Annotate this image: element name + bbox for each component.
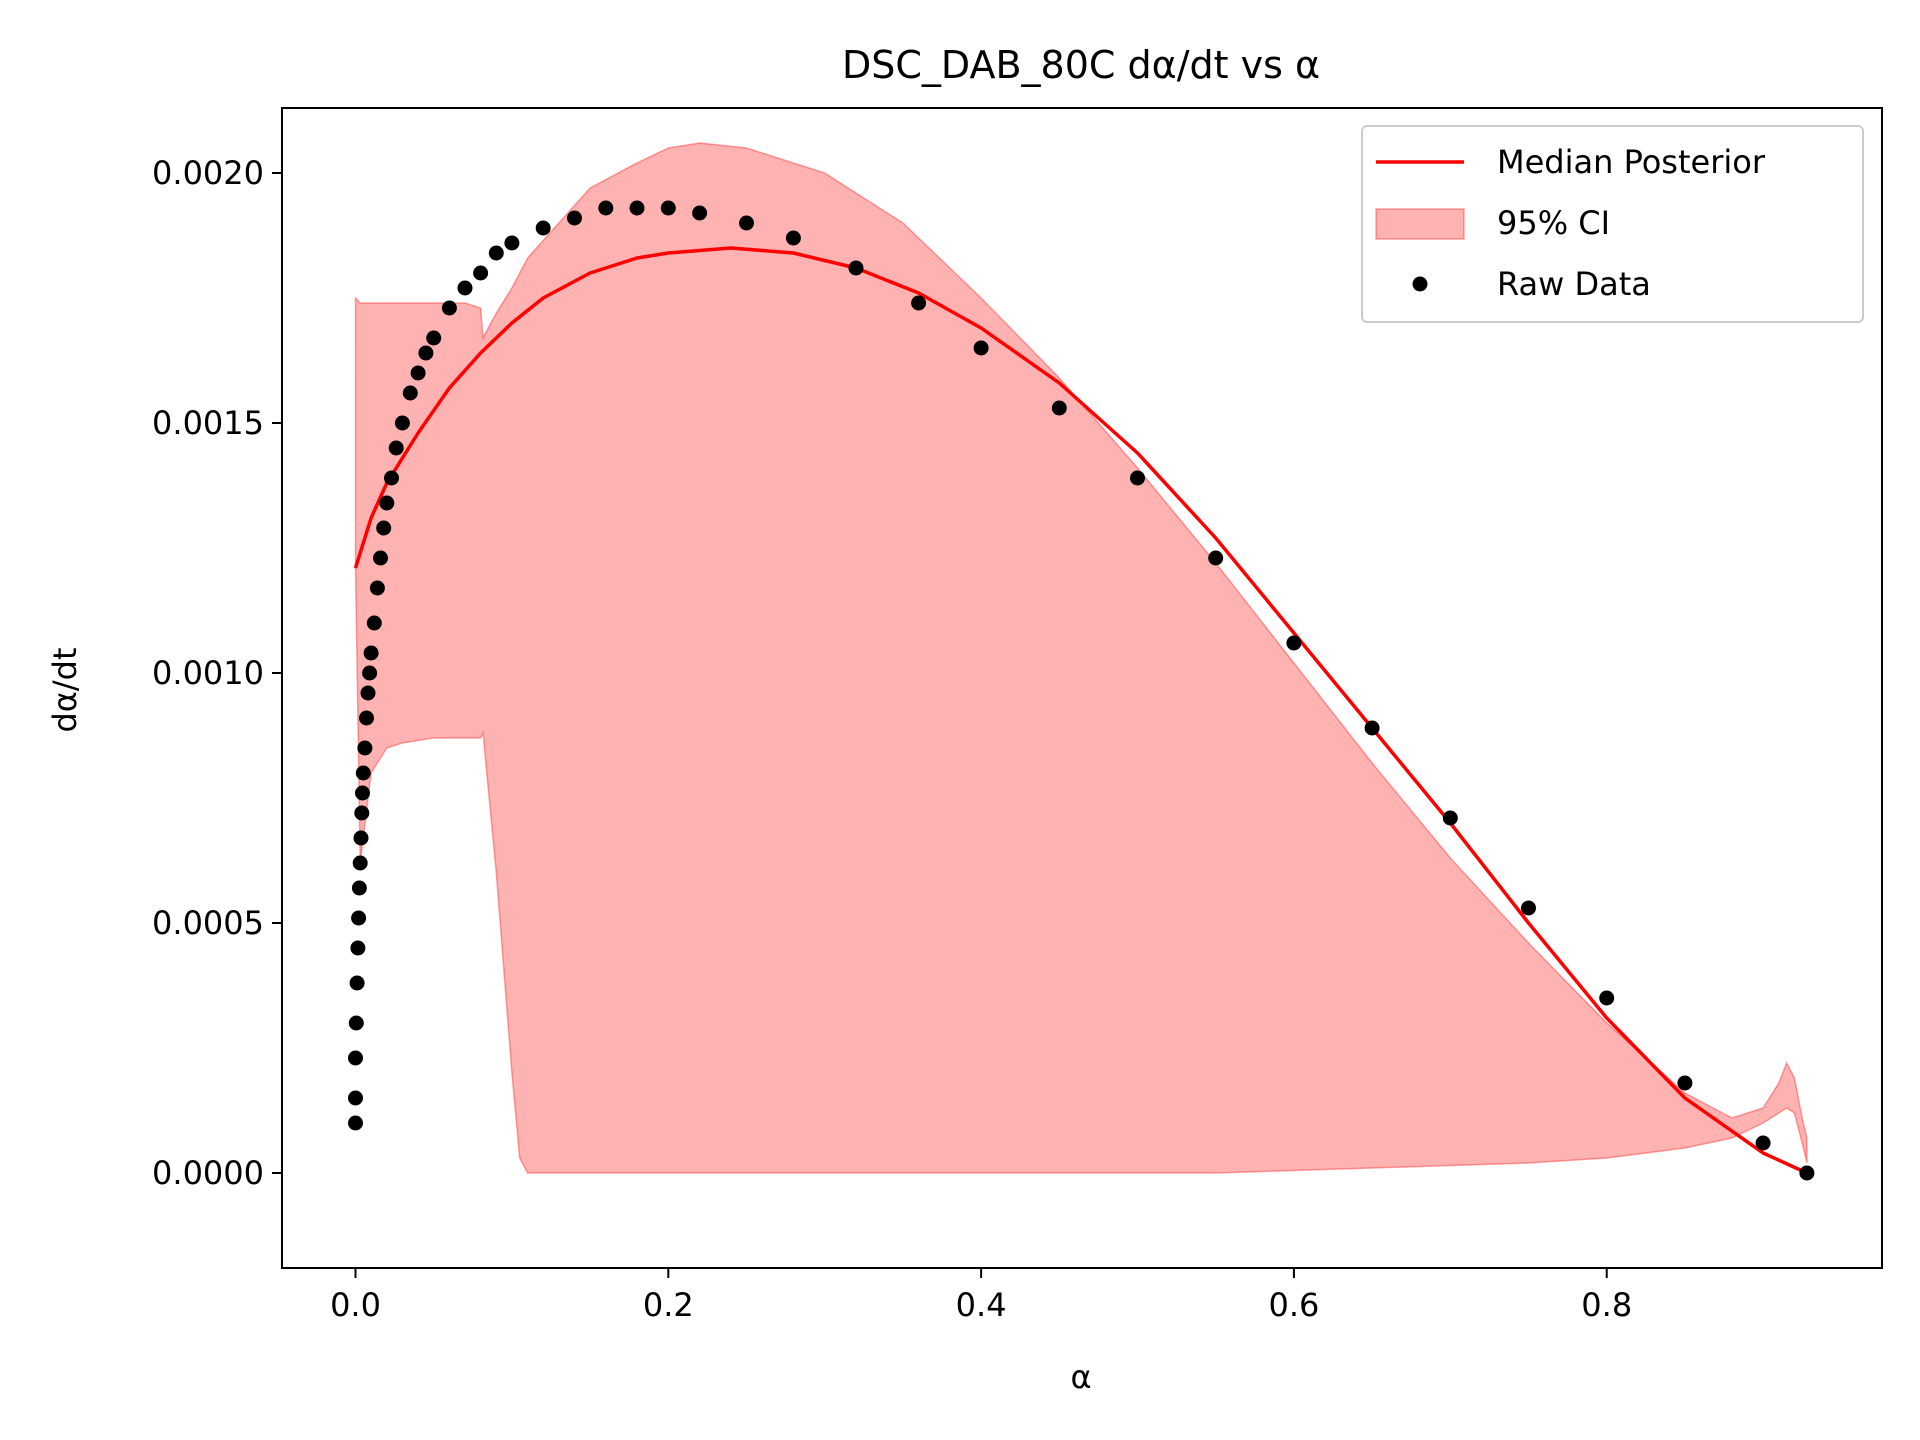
raw-data-point <box>388 440 404 456</box>
x-tick-label: 0.0 <box>330 1286 381 1324</box>
raw-data-point <box>785 230 801 246</box>
legend-entry: Median Posterior <box>1376 143 1766 181</box>
legend-label: Median Posterior <box>1497 143 1766 181</box>
raw-data-point <box>355 765 371 781</box>
raw-data-point <box>350 940 366 956</box>
raw-data-point <box>457 280 473 296</box>
raw-data-point <box>359 710 374 726</box>
y-tick-label: 0.0015 <box>152 404 264 442</box>
y-tick-label: 0.0010 <box>152 654 264 692</box>
raw-data-point <box>660 200 676 216</box>
raw-data-point <box>418 345 434 361</box>
raw-data-point <box>739 215 754 231</box>
x-tick-label: 0.6 <box>1268 1286 1319 1324</box>
plot-area <box>348 142 1815 1181</box>
raw-data-point <box>973 340 989 356</box>
raw-data-point <box>1599 990 1615 1006</box>
y-tick-label: 0.0000 <box>152 1154 264 1192</box>
chart-title: DSC_DAB_80C dα/dt vs α <box>842 43 1320 87</box>
raw-data-point <box>366 615 382 631</box>
raw-data-point <box>1130 470 1145 486</box>
plot-frame <box>281 107 1883 1269</box>
x-tick-label: 0.4 <box>956 1286 1007 1324</box>
raw-data-point <box>567 210 582 226</box>
x-axis-label: α <box>1070 1358 1091 1396</box>
legend-entry: 95% CI <box>1375 204 1610 242</box>
raw-data-point <box>394 415 410 431</box>
legend: Median Posterior 95% CI Raw Data <box>1361 125 1864 323</box>
raw-data-point <box>402 385 418 401</box>
raw-data-point <box>1208 550 1224 566</box>
raw-data-point <box>384 470 399 486</box>
raw-data-point <box>1442 810 1458 826</box>
raw-data-point <box>369 580 385 596</box>
raw-data-point <box>352 855 368 871</box>
raw-data-point <box>355 785 370 801</box>
raw-data-point <box>354 805 370 821</box>
raw-data-point <box>349 975 365 991</box>
y-tick-label: 0.0020 <box>152 154 264 192</box>
legend-label: 95% CI <box>1497 204 1610 242</box>
raw-data-point <box>426 330 442 346</box>
raw-data-point <box>376 520 392 536</box>
raw-data-point <box>379 495 395 511</box>
legend-box <box>1361 125 1864 323</box>
raw-data-point <box>410 365 426 381</box>
raw-data-point <box>348 1115 363 1131</box>
raw-data-point <box>473 265 489 281</box>
legend-marker-swatch <box>1412 276 1428 292</box>
raw-data-point <box>351 880 367 896</box>
legend-label: Raw Data <box>1497 265 1651 303</box>
raw-data-point <box>1755 1135 1771 1151</box>
raw-data-point <box>629 200 645 216</box>
raw-data-point <box>1286 635 1302 651</box>
raw-data-point <box>488 245 504 261</box>
y-axis-label: dα/dt <box>46 647 84 732</box>
raw-data-point <box>373 550 388 566</box>
ci-band <box>354 142 1808 1174</box>
raw-data-point <box>1364 720 1380 736</box>
x-tick-label: 0.8 <box>1581 1286 1632 1324</box>
raw-data-point <box>1051 400 1067 416</box>
raw-data-point <box>504 235 520 251</box>
raw-data-point <box>363 645 379 661</box>
raw-data-point <box>1799 1165 1815 1181</box>
raw-data-point <box>362 665 378 681</box>
raw-data-point <box>353 830 369 846</box>
raw-data-point <box>360 685 376 701</box>
raw-data-point <box>357 740 373 756</box>
raw-data-point <box>348 1090 363 1106</box>
legend-band-swatch <box>1375 208 1465 240</box>
raw-data-point <box>441 300 457 316</box>
raw-data-point <box>911 295 927 311</box>
y-tick-label: 0.0005 <box>152 904 264 942</box>
raw-data-point <box>1677 1075 1693 1091</box>
raw-data-point <box>535 220 551 236</box>
raw-data-point <box>1521 900 1536 916</box>
raw-data-point <box>348 1015 364 1031</box>
axis-ticks: 0.0 0.2 0.4 0.6 0.8 0.0000 0.0005 0.0010 0.0015 0… <box>152 154 1632 1324</box>
x-tick-label: 0.2 <box>643 1286 694 1324</box>
raw-data-point <box>348 1050 363 1066</box>
raw-data-point <box>351 910 367 926</box>
raw-data-point <box>692 205 708 221</box>
raw-data-point <box>848 260 864 276</box>
legend-entry: Raw Data <box>1412 265 1651 303</box>
raw-data-point <box>598 200 614 216</box>
